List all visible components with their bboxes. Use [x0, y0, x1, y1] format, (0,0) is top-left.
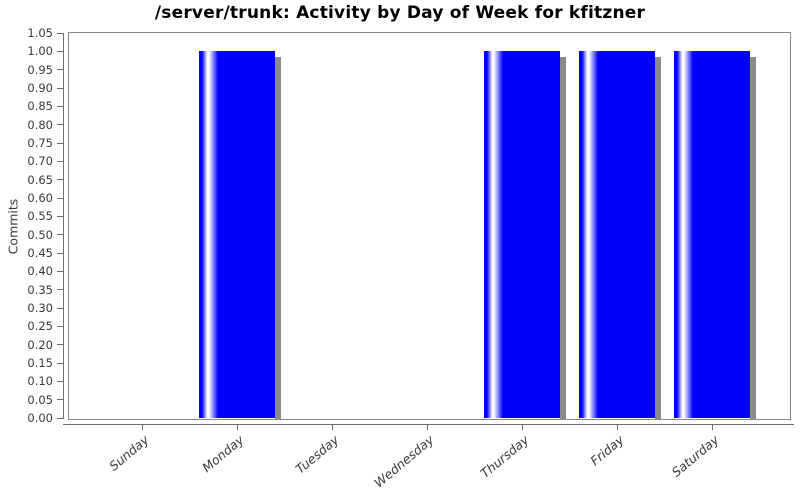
y-tick-label: 0.65 [27, 172, 53, 187]
y-tick-label: 0.15 [27, 356, 53, 370]
x-tick-mark [522, 425, 523, 430]
y-tick-mark [57, 69, 64, 71]
bar-thursday [484, 51, 566, 420]
y-tick-label: 0.00 [27, 411, 53, 425]
y-tick-mark [57, 32, 64, 34]
y-tick-mark [57, 87, 64, 89]
y-tick-label: 0.95 [27, 62, 53, 77]
x-tick-mark [237, 425, 238, 430]
y-tick-mark [57, 215, 64, 217]
x-tick-mark [427, 425, 428, 430]
y-tick-label: 0.30 [27, 301, 53, 315]
y-tick-label: 0.45 [27, 246, 53, 260]
bar-shadow [560, 57, 566, 420]
y-tick-label: 0.10 [27, 374, 53, 389]
y-tick-mark [57, 362, 64, 364]
y-tick-mark [57, 289, 64, 291]
x-tick-mark [142, 425, 143, 430]
x-axis-line [63, 424, 794, 425]
y-tick-mark [57, 325, 64, 327]
x-tick-mark [617, 425, 618, 430]
y-tick-label: 0.40 [27, 264, 53, 279]
y-tick-mark [57, 380, 64, 382]
y-tick-label: 0.75 [27, 136, 53, 150]
y-tick-mark [57, 160, 64, 162]
y-tick-mark [57, 270, 64, 272]
y-tick-mark [57, 105, 64, 107]
x-tick-label: Sunday [106, 432, 152, 474]
y-tick-mark [57, 179, 64, 181]
y-tick-mark [57, 307, 64, 309]
y-tick-mark [57, 197, 64, 199]
y-tick-label: 1.05 [27, 26, 53, 40]
bar-shadow [750, 57, 756, 420]
y-tick-label: 0.70 [27, 154, 53, 169]
y-tick-mark [57, 252, 64, 254]
y-tick-mark [57, 124, 64, 126]
y-tick-label: 1.00 [27, 44, 53, 59]
bar-shadow [275, 57, 281, 420]
bar-shadow [655, 57, 661, 420]
y-tick-label: 0.20 [27, 337, 53, 352]
y-tick-label: 0.05 [27, 392, 53, 407]
y-tick-mark [57, 344, 64, 346]
y-tick-label: 0.85 [27, 99, 53, 114]
y-tick-mark [57, 142, 64, 144]
y-tick-mark [57, 399, 64, 401]
y-tick-label: 0.55 [27, 209, 53, 224]
y-tick-label: 0.35 [27, 282, 53, 297]
y-tick-mark [57, 417, 64, 419]
y-tick-label: 0.80 [27, 117, 53, 132]
y-tick-mark [57, 50, 64, 52]
y-tick-label: 0.25 [27, 319, 53, 334]
y-axis-line [63, 33, 64, 419]
x-tick-mark [332, 425, 333, 430]
y-tick-label: 0.90 [27, 81, 53, 95]
plot-area [68, 32, 791, 420]
y-tick-label: 0.50 [27, 227, 53, 242]
y-tick-label: 0.60 [27, 191, 53, 205]
bar-saturday [674, 51, 756, 420]
bar-monday [199, 51, 281, 420]
chart-title: /server/trunk: Activity by Day of Week f… [154, 3, 646, 23]
bar-friday [579, 51, 661, 420]
y-tick-mark [57, 234, 64, 236]
x-tick-mark [712, 425, 713, 430]
